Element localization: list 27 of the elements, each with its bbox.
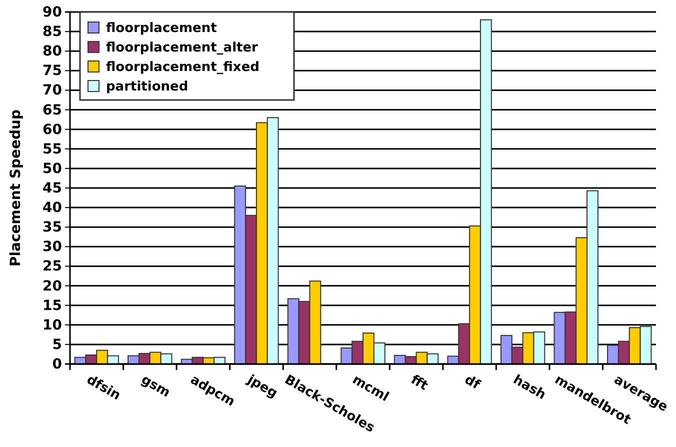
legend-label: floorplacement_fixed [106,60,260,75]
x-tick-label: gsm [138,372,172,401]
y-tick-label: 60 [42,122,62,138]
x-tick-label: fft [408,372,430,394]
y-tick-label: 35 [42,220,62,236]
y-tick-label: 50 [42,160,62,177]
y-tick-label: 40 [42,200,62,216]
legend-label: floorplacement [106,21,217,36]
y-tick-label: 65 [42,102,62,118]
legend-label: partitioned [106,80,188,94]
y-tick-label: 15 [42,298,62,314]
y-tick-label: 10 [42,317,62,334]
y-tick-label: 0 [52,356,62,372]
y-tick-label: 45 [42,180,62,196]
y-tick-label: 30 [42,239,62,256]
y-tick-label: 70 [42,82,62,99]
y-tick-label: 75 [42,63,62,80]
legend-label: floorplacement_alter [106,40,259,56]
y-tick-label: 55 [42,141,62,158]
x-tick-label: df [462,372,483,394]
y-axis-title: Placement Speedup [8,109,24,267]
y-tick-label: 85 [42,24,62,40]
y-tick-label: 5 [52,336,62,353]
y-tick-label: 90 [42,4,62,20]
y-tick-label: 25 [42,258,62,275]
y-tick-label: 80 [42,44,62,60]
y-tick-label: 20 [42,278,62,294]
